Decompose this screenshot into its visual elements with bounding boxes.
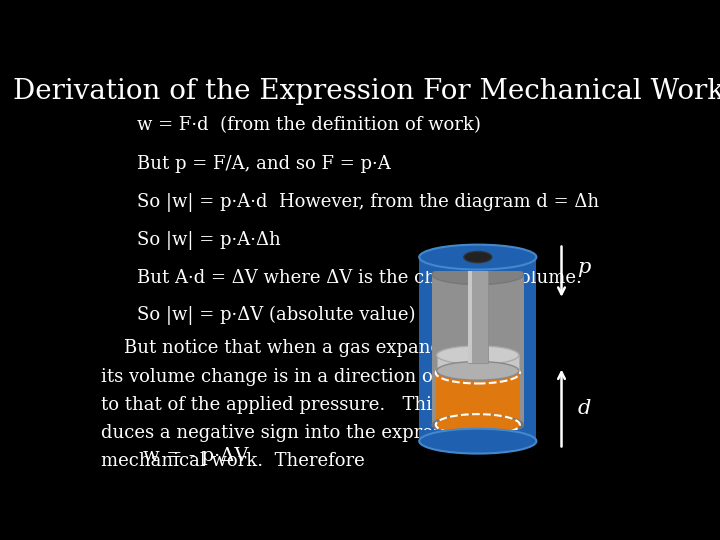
Bar — [468, 250, 472, 362]
Ellipse shape — [419, 245, 536, 269]
Bar — [436, 373, 520, 425]
Text: d: d — [577, 399, 590, 417]
Ellipse shape — [464, 252, 492, 262]
Text: duces a negative sign into the expression for: duces a negative sign into the expressio… — [101, 424, 511, 442]
Bar — [432, 274, 523, 425]
Ellipse shape — [419, 429, 536, 454]
Text: mechanical work.  Therefore: mechanical work. Therefore — [101, 453, 365, 470]
Text: So |w| = p·A·d  However, from the diagram d = Δh: So |w| = p·A·d However, from the diagram… — [138, 193, 600, 212]
Ellipse shape — [436, 346, 519, 365]
Ellipse shape — [432, 415, 523, 435]
Text: But notice that when a gas expands: But notice that when a gas expands — [101, 339, 451, 357]
Ellipse shape — [436, 361, 519, 380]
Bar — [436, 355, 519, 371]
Ellipse shape — [436, 414, 520, 435]
Text: But p = F/A, and so F = p·A: But p = F/A, and so F = p·A — [138, 155, 391, 173]
Text: So |w| = p·A·Δh: So |w| = p·A·Δh — [138, 231, 282, 250]
Ellipse shape — [432, 265, 523, 285]
Text: So |w| = p·ΔV (absolute value): So |w| = p·ΔV (absolute value) — [138, 306, 416, 325]
Bar — [419, 430, 536, 444]
Text: to that of the applied pressure.   This intro-: to that of the applied pressure. This in… — [101, 396, 498, 414]
Text: Derivation of the Expression For Mechanical Work: Derivation of the Expression For Mechani… — [14, 78, 720, 105]
Text: But A·d = ΔV where ΔV is the change in volume.: But A·d = ΔV where ΔV is the change in v… — [138, 269, 582, 287]
Bar — [419, 262, 536, 437]
Text: its volume change is in a direction opposite: its volume change is in a direction oppo… — [101, 368, 500, 386]
Text: w = F·d  (from the definition of work): w = F·d (from the definition of work) — [138, 116, 481, 134]
Bar — [468, 250, 487, 362]
Bar — [419, 254, 536, 271]
Text: w = - p·ΔV: w = - p·ΔV — [143, 448, 248, 465]
Text: p: p — [577, 258, 590, 277]
